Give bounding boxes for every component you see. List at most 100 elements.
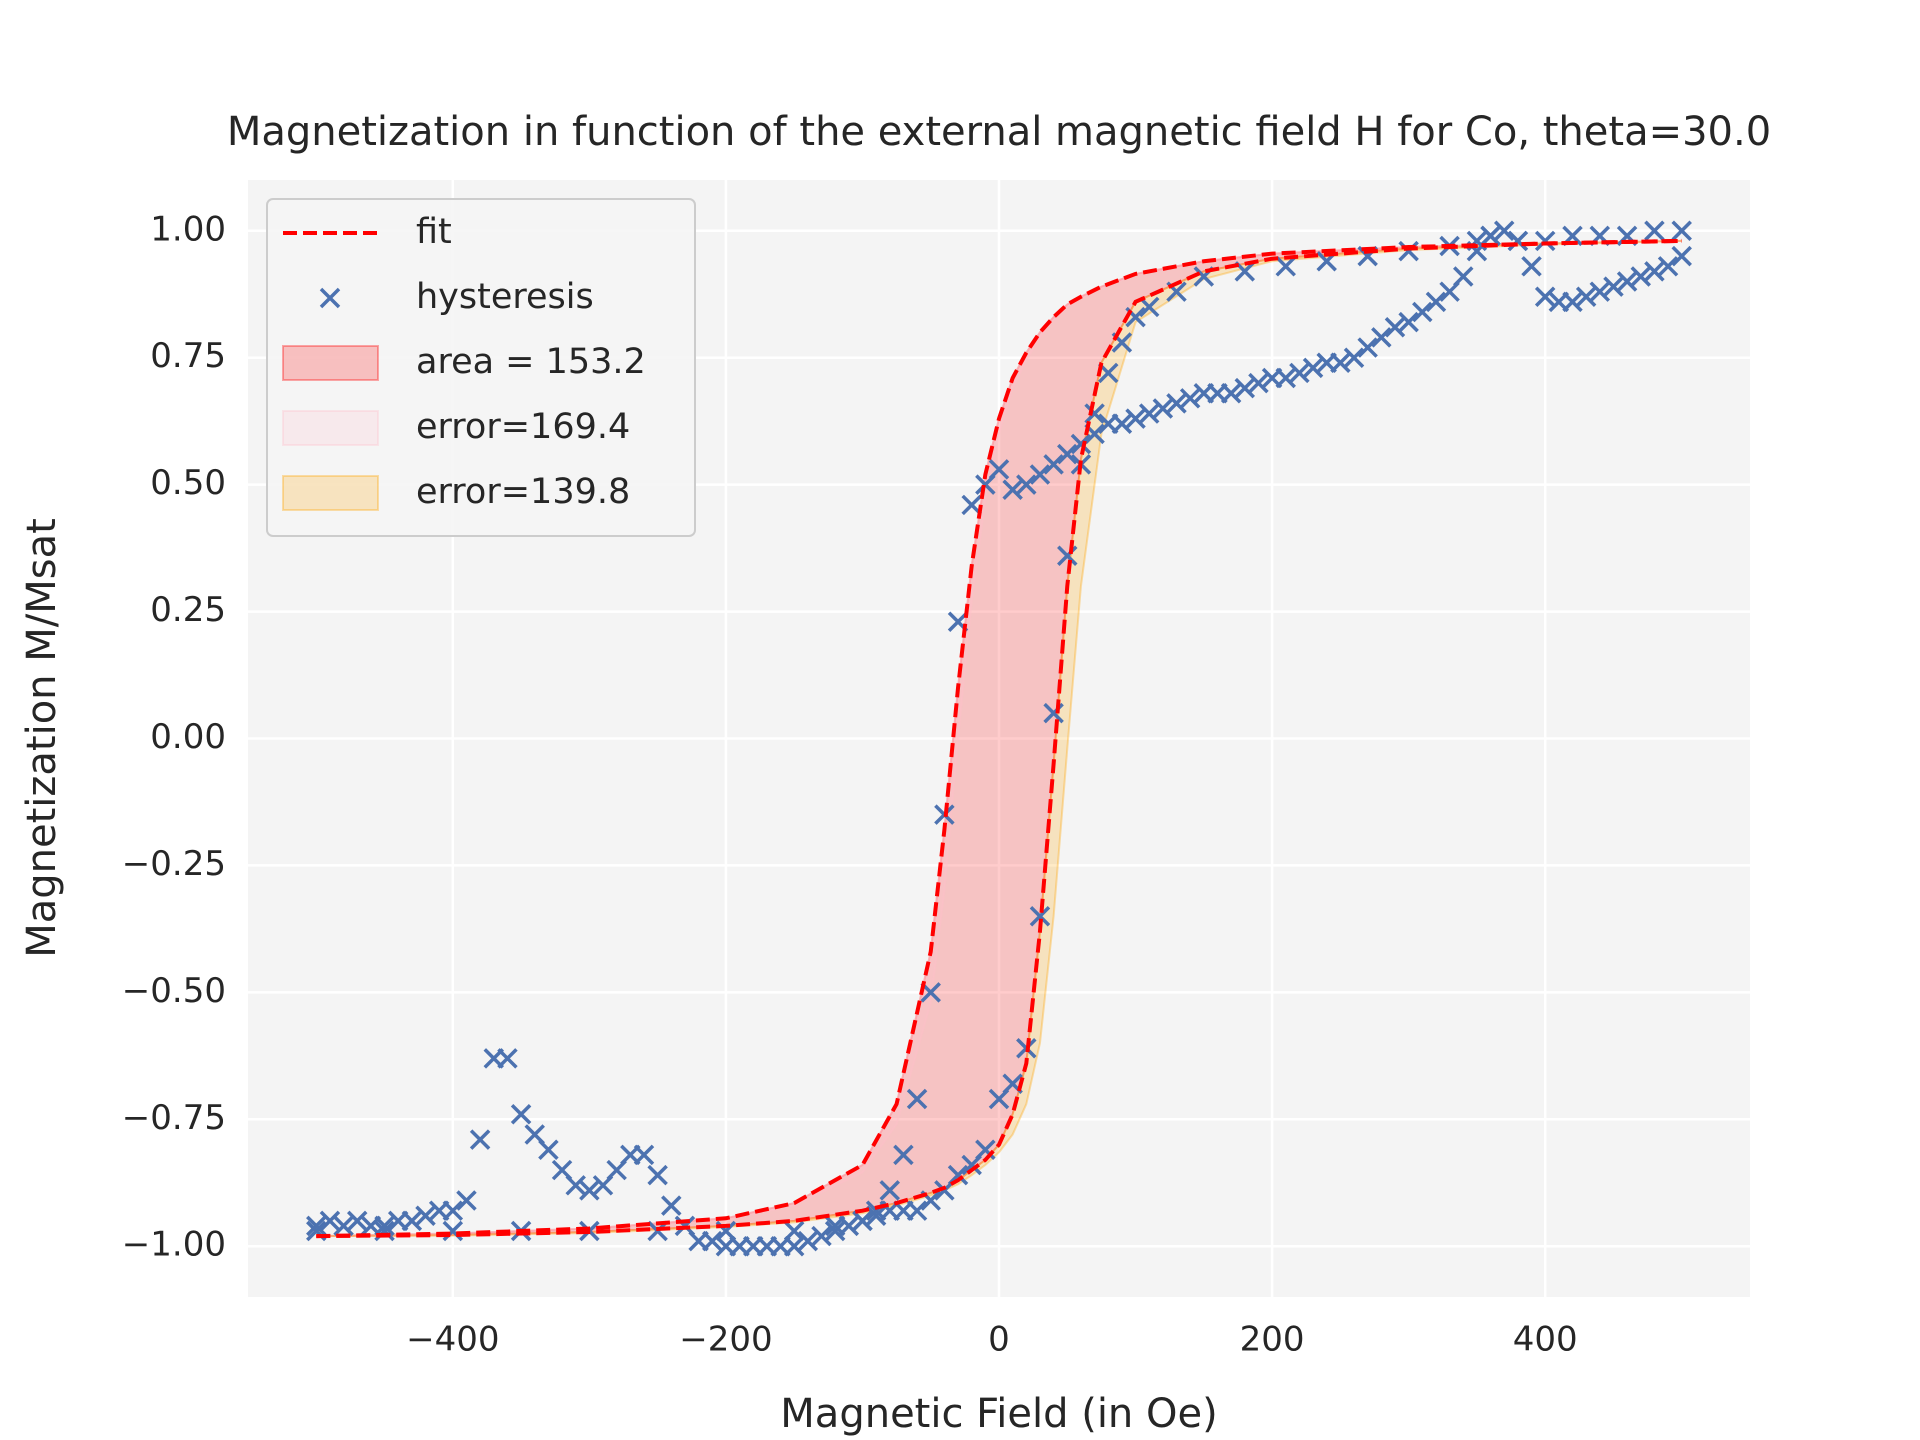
data-point [1425, 291, 1447, 313]
data-point [1138, 296, 1160, 318]
fit-line [316, 238, 1682, 1239]
data-point [1412, 301, 1433, 323]
data-point [975, 474, 996, 495]
y-tick-label: 1.00 [150, 209, 226, 249]
data-point [1289, 362, 1310, 384]
x-axis-label: Magnetic Field (in Oe) [780, 1391, 1217, 1437]
data-point [906, 1200, 928, 1221]
data-point [1016, 474, 1037, 495]
data-point [456, 1190, 477, 1211]
data-point [1616, 271, 1638, 292]
x-tick-label: −400 [406, 1320, 499, 1360]
y-tick-label: −0.25 [122, 844, 226, 884]
data-point [647, 1220, 668, 1242]
y-tick-label: −0.75 [122, 1098, 226, 1138]
data-point [783, 1235, 805, 1257]
data-point [538, 1139, 559, 1160]
x-tick-label: −200 [679, 1320, 772, 1360]
data-point [633, 1144, 655, 1166]
data-point [401, 1210, 423, 1232]
data-point [661, 1195, 682, 1216]
data-point [647, 1164, 668, 1186]
data-point [1603, 276, 1624, 297]
legend-swatch [282, 345, 379, 381]
data-point [333, 1215, 354, 1237]
data-point [1534, 286, 1556, 308]
data-point [1343, 347, 1365, 368]
data-point [1057, 443, 1078, 465]
data-point [1057, 545, 1078, 566]
data-point [865, 1205, 887, 1226]
data-point [906, 1088, 928, 1110]
data-point [1330, 352, 1351, 374]
data-point [374, 1215, 395, 1237]
data-point [1002, 479, 1023, 500]
data-point [824, 1215, 846, 1237]
data-point [1398, 311, 1419, 333]
data-point [1521, 256, 1542, 277]
data-point [319, 1210, 341, 1232]
data-point [852, 1210, 873, 1232]
data-point [565, 1175, 586, 1196]
data-point [1043, 454, 1064, 475]
data-point [961, 494, 982, 516]
data-point [1480, 225, 1501, 247]
legend-label: area = 153.2 [416, 342, 646, 382]
data-point [1493, 220, 1515, 242]
data-point [1029, 464, 1051, 485]
data-point [879, 1180, 901, 1201]
data-point [497, 1048, 518, 1069]
data-point [1084, 403, 1105, 424]
data-point [824, 1220, 846, 1242]
x-tick-label: 200 [1240, 1320, 1305, 1360]
data-point [1234, 377, 1256, 399]
fit-line [316, 238, 1682, 1239]
data-point [1575, 286, 1597, 308]
data-point [415, 1205, 436, 1226]
legend-label: fit [416, 212, 452, 252]
data-point [797, 1230, 819, 1252]
data-point [1371, 327, 1392, 348]
data-point [510, 1103, 532, 1125]
legend-label: error=169.4 [416, 407, 630, 447]
data-point [893, 1144, 914, 1166]
legend-label: error=139.8 [416, 472, 630, 512]
data-point [1453, 266, 1474, 287]
data-point [1644, 220, 1665, 242]
data-point [1562, 291, 1583, 313]
data-point [1275, 256, 1296, 277]
y-tick-label: 0.25 [150, 590, 226, 630]
data-point [811, 1225, 832, 1247]
data-point [1152, 398, 1174, 419]
data-point [579, 1180, 600, 1201]
data-point [1275, 367, 1296, 389]
x-tick-label: 400 [1513, 1320, 1578, 1360]
data-point [1166, 393, 1187, 414]
data-point [1070, 433, 1092, 455]
y-tick-label: −1.00 [122, 1225, 226, 1265]
data-point [1125, 408, 1146, 429]
data-point [442, 1200, 464, 1221]
data-point [1384, 317, 1406, 338]
data-point [1657, 256, 1679, 277]
data-point [1507, 230, 1529, 252]
data-point [1111, 413, 1133, 434]
y-tick-label: 0.00 [150, 717, 226, 757]
legend-box [266, 198, 696, 537]
y-tick-label: 0.50 [150, 463, 226, 503]
data-point [1357, 337, 1378, 358]
data-point [306, 1215, 327, 1237]
y-tick-label: −0.50 [122, 971, 226, 1011]
data-point [1179, 388, 1201, 409]
data-point [1671, 245, 1692, 267]
data-point [1220, 383, 1242, 404]
legend-label: hysteresis [416, 277, 594, 317]
data-point [469, 1129, 491, 1150]
data-point [1630, 266, 1651, 287]
data-point [702, 1230, 723, 1252]
data-point [1302, 357, 1324, 379]
data-point [1138, 403, 1160, 424]
legend: fit hysteresis area = 153.2 error=169.4 erro… [266, 198, 696, 537]
legend-swatch [282, 410, 379, 446]
